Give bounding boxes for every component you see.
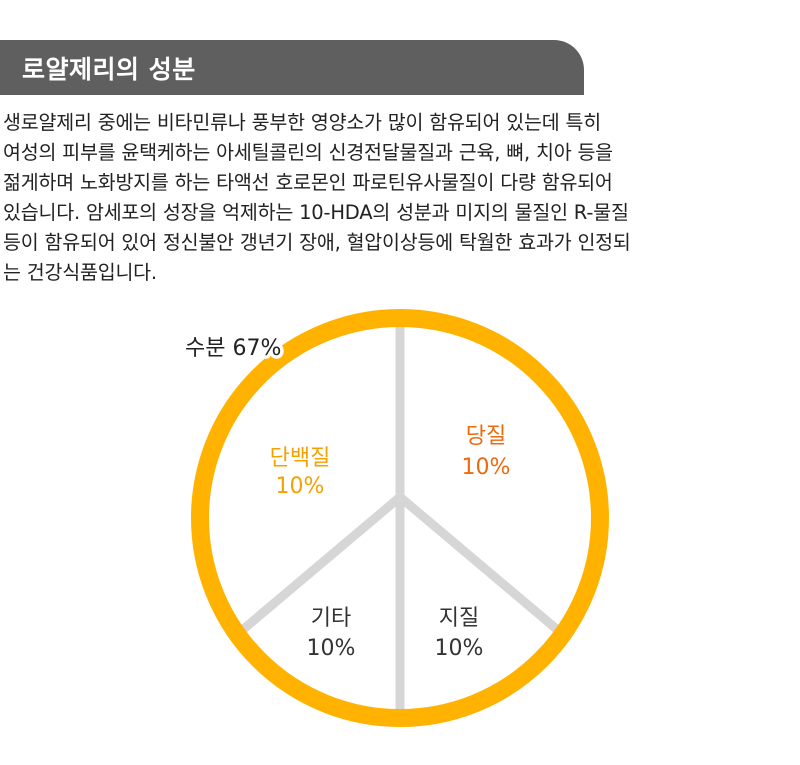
water-ring	[191, 309, 609, 727]
other-value: 10%	[307, 636, 356, 661]
lipid-value: 10%	[435, 636, 484, 661]
section-title: 로얄제리의 성분	[22, 55, 196, 84]
water-label: 수분 67%	[185, 336, 281, 361]
sugar-label: 당질	[466, 424, 506, 449]
divider-left	[237, 493, 403, 636]
lipid-label: 지질	[439, 606, 479, 631]
sugar-value: 10%	[462, 455, 511, 480]
section-header: 로얄제리의 성분	[0, 40, 584, 95]
protein-value: 10%	[276, 474, 325, 499]
protein-label: 단백질	[270, 446, 331, 471]
divider-right	[397, 493, 563, 636]
description-text: 생로얄제리 중에는 비타민류나 풍부한 영양소가 많이 함유되어 있는데 특히 …	[3, 111, 631, 284]
other-label: 기타	[311, 606, 351, 631]
